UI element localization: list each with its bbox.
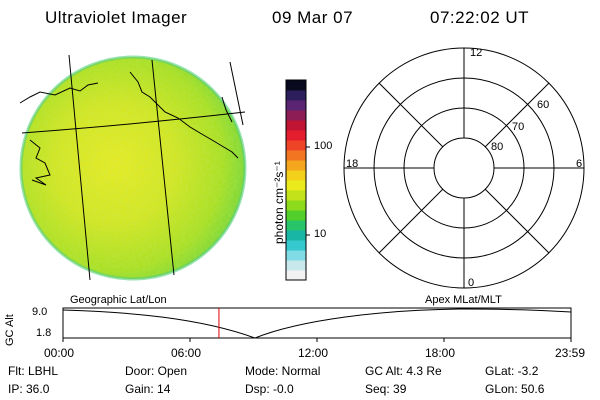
- colorbar-band: [286, 160, 306, 171]
- apex-label: Apex MLat/MLT: [425, 294, 502, 306]
- status-dsp: Dsp: -0.0: [245, 382, 294, 396]
- colorbar-band: [286, 120, 306, 131]
- x-tick-0600: 06:00: [171, 346, 202, 360]
- y-min-label: 1.8: [36, 327, 52, 339]
- altitude-curve: [62, 308, 572, 339]
- colorbar-tick-100: 100: [314, 140, 333, 152]
- colorbar-band: [286, 170, 306, 181]
- status-ip: IP: 36.0: [8, 382, 50, 396]
- status-glat: GLat: -3.2: [485, 364, 539, 378]
- uv-disk: [19, 55, 247, 281]
- colorbar-frame: [285, 79, 307, 281]
- colorbar-band: [286, 180, 306, 191]
- lat-label-80: 80: [491, 141, 504, 153]
- status-door: Door: Open: [125, 364, 188, 378]
- colorbar-band: [286, 110, 306, 121]
- x-tick-2359: 23:59: [555, 346, 586, 360]
- mlt-label-12: 12: [470, 47, 483, 59]
- colorbar-band: [286, 150, 306, 161]
- colorbar-band: [286, 100, 306, 111]
- timeline-plot: [62, 307, 572, 342]
- x-tick-0000: 00:00: [44, 346, 75, 360]
- mlt-label-18: 18: [346, 158, 359, 170]
- x-tick-1200: 12:00: [298, 346, 329, 360]
- colorbar-unit-label: photon cm⁻²s⁻¹: [272, 161, 286, 244]
- lat-label-60: 60: [537, 99, 550, 111]
- status-gain: Gain: 14: [125, 382, 171, 396]
- geographic-label: Geographic Lat/Lon: [70, 294, 167, 306]
- x-tick-1800: 18:00: [425, 346, 456, 360]
- gc-alt-axis-label: GC Alt: [4, 314, 16, 346]
- colorbar-band: [286, 80, 306, 91]
- polar-plot: [343, 47, 585, 289]
- colorbar-band: [286, 240, 306, 251]
- geo-grid-lines: [21, 54, 246, 281]
- time-label: 07:22:02 UT: [430, 8, 530, 27]
- colorbar-band: [286, 210, 306, 221]
- colorbar-band: [286, 220, 306, 231]
- colorbar-band: [286, 200, 306, 211]
- status-mode: Mode: Normal: [245, 364, 321, 378]
- status-filter: Flt: LBHL: [8, 364, 59, 378]
- coastline: [19, 71, 239, 186]
- colorbar-band: [286, 270, 306, 281]
- lat-label-70: 70: [512, 121, 525, 133]
- instrument-title: Ultraviolet Imager: [45, 8, 188, 27]
- colorbar-band: [286, 140, 306, 151]
- mlt-label-6: 6: [576, 158, 583, 170]
- date-label: 09 Mar 07: [272, 8, 354, 27]
- status-glon: GLon: 50.6: [485, 382, 545, 396]
- colorbar-band: [286, 250, 306, 261]
- colorbar-band: [286, 260, 306, 271]
- status-seq: Seq: 39: [365, 382, 407, 396]
- colorbar: [286, 80, 306, 281]
- colorbar-band: [286, 190, 306, 201]
- y-max-label: 9.0: [32, 306, 48, 318]
- colorbar-band: [286, 130, 306, 141]
- status-gc-alt: GC Alt: 4.3 Re: [365, 364, 442, 378]
- mlt-label-0: 0: [468, 277, 475, 289]
- colorbar-band: [286, 90, 306, 101]
- colorbar-tick-10: 10: [314, 228, 327, 240]
- colorbar-band: [286, 230, 306, 241]
